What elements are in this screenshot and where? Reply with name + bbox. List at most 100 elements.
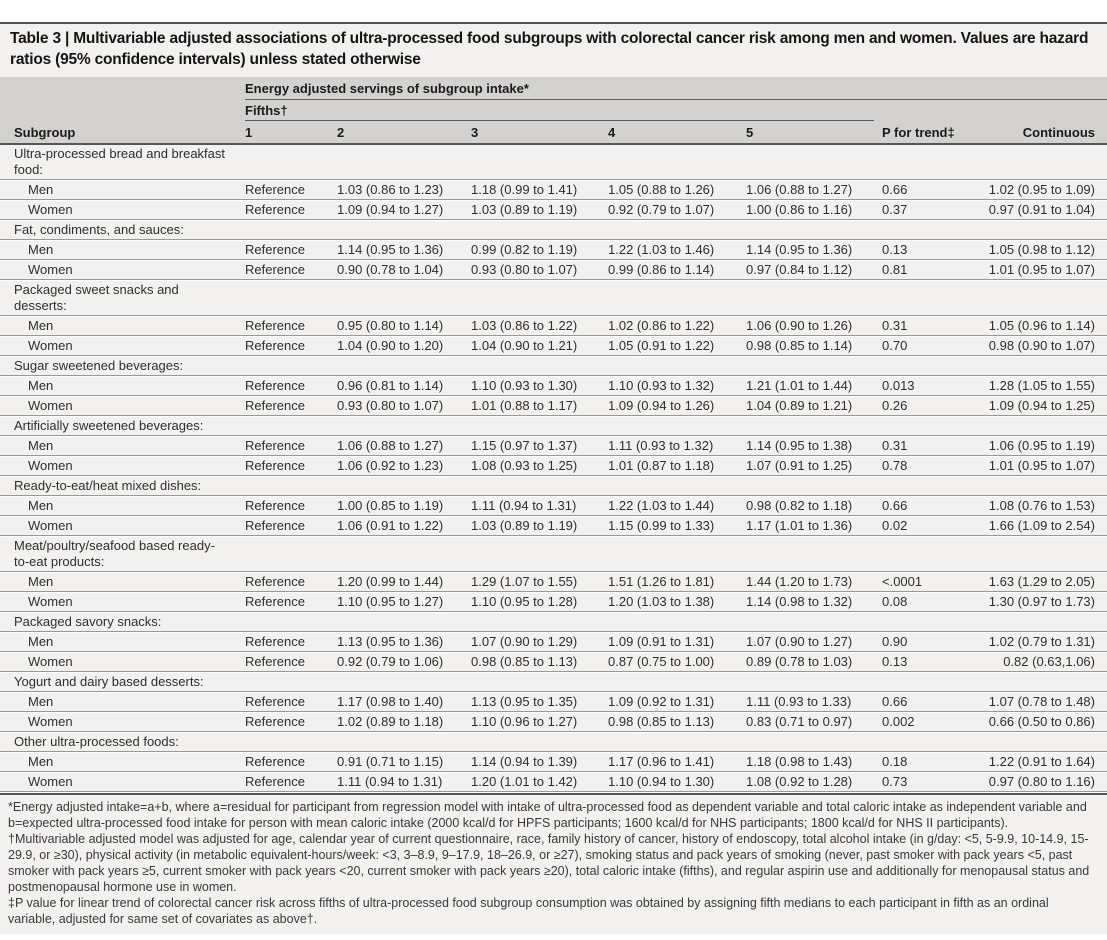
- cell-fifth-3: 0.99 (0.82 to 1.19): [471, 242, 578, 257]
- section-name: Packaged sweet snacks and desserts:: [14, 282, 179, 313]
- row-label: Women: [28, 594, 73, 609]
- footnote: ‡P value for linear trend of colorectal …: [8, 896, 1049, 926]
- header-row-fifths: Fifths†: [0, 100, 1107, 121]
- cell-continuous: 0.98 (0.90 to 1.07): [988, 338, 1095, 353]
- cell-fifth-3: 1.29 (1.07 to 1.55): [471, 574, 578, 589]
- cell-fifth-4: 1.51 (1.26 to 1.81): [608, 574, 715, 589]
- table-row: Women Reference 0.90 (0.78 to 1.04) 0.93…: [0, 261, 1107, 280]
- cell-continuous: 0.66 (0.50 to 0.86): [988, 714, 1095, 729]
- table-body: Ultra-processed bread and breakfast food…: [0, 145, 1107, 792]
- header-energy-adjusted-span: Energy adjusted servings of subgroup int…: [245, 77, 1107, 100]
- cell-fifth-2: 1.17 (0.98 to 1.40): [337, 694, 444, 709]
- cell-fifth-3: 1.10 (0.96 to 1.27): [471, 714, 578, 729]
- cell-fifth-4: 1.01 (0.87 to 1.18): [608, 458, 715, 473]
- table-section: Meat/poultry/seafood based ready- to-eat…: [0, 537, 1107, 612]
- cell-fifth-5: 1.11 (0.93 to 1.33): [746, 694, 852, 709]
- row-label: Women: [28, 458, 73, 473]
- cell-fifth-1: Reference: [245, 774, 305, 789]
- cell-p-for-trend: 0.26: [882, 398, 908, 413]
- header-empty-cell: [0, 77, 245, 100]
- cell-fifth-2: 1.06 (0.88 to 1.27): [337, 438, 444, 453]
- cell-fifth-2: 1.00 (0.85 to 1.19): [337, 498, 444, 513]
- cell-continuous: 1.22 (0.91 to 1.64): [988, 754, 1095, 769]
- cell-fifth-2: 0.96 (0.81 to 1.14): [337, 378, 444, 393]
- section-name: Meat/poultry/seafood based ready- to-eat…: [14, 538, 215, 569]
- cell-fifth-1: Reference: [245, 654, 305, 669]
- cell-continuous: 0.97 (0.91 to 1.04): [988, 202, 1095, 217]
- cell-continuous: 1.63 (1.29 to 2.05): [988, 574, 1095, 589]
- cell-continuous: 1.09 (0.94 to 1.25): [988, 398, 1095, 413]
- cell-continuous: 1.07 (0.78 to 1.48): [988, 694, 1095, 709]
- section-header-row: Other ultra-processed foods:: [0, 733, 1107, 752]
- section-name: Other ultra-processed foods:: [14, 734, 179, 749]
- table-row: Men Reference 1.20 (0.99 to 1.44) 1.29 (…: [0, 573, 1107, 592]
- cell-fifth-4: 1.17 (0.96 to 1.41): [608, 754, 715, 769]
- cell-continuous: 1.08 (0.76 to 1.53): [988, 498, 1095, 513]
- table-row: Women Reference 0.92 (0.79 to 1.06) 0.98…: [0, 653, 1107, 672]
- cell-p-for-trend: 0.002: [882, 714, 915, 729]
- table-section: Artificially sweetened beverages: Men Re…: [0, 417, 1107, 476]
- cell-p-for-trend: 0.31: [882, 318, 908, 333]
- footnote: †Multivariable adjusted model was adjust…: [8, 832, 1090, 894]
- cell-fifth-1: Reference: [245, 438, 305, 453]
- cell-fifth-1: Reference: [245, 574, 305, 589]
- cell-fifth-2: 1.20 (0.99 to 1.44): [337, 574, 444, 589]
- cell-fifth-3: 1.03 (0.89 to 1.19): [471, 518, 578, 533]
- row-label: Women: [28, 774, 73, 789]
- section-header-row: Artificially sweetened beverages:: [0, 417, 1107, 436]
- cell-p-for-trend: 0.73: [882, 774, 908, 789]
- table-row: Men Reference 1.03 (0.86 to 1.23) 1.18 (…: [0, 181, 1107, 200]
- row-label: Women: [28, 338, 73, 353]
- table-row: Men Reference 0.91 (0.71 to 1.15) 1.14 (…: [0, 753, 1107, 772]
- cell-fifth-5: 1.07 (0.91 to 1.25): [746, 458, 853, 473]
- cell-fifth-3: 1.15 (0.97 to 1.37): [471, 438, 578, 453]
- cell-fifth-1: Reference: [245, 262, 305, 277]
- cell-fifth-5: 1.17 (1.01 to 1.36): [746, 518, 853, 533]
- cell-fifth-4: 1.15 (0.99 to 1.33): [608, 518, 715, 533]
- section-name: Yogurt and dairy based desserts:: [14, 674, 204, 689]
- row-label: Women: [28, 202, 73, 217]
- cell-continuous: 1.66 (1.09 to 2.54): [988, 518, 1095, 533]
- cell-fifth-5: 1.14 (0.95 to 1.36): [746, 242, 853, 257]
- section-name: Ultra-processed bread and breakfast food…: [14, 146, 226, 177]
- section-name: Fat, condiments, and sauces:: [14, 222, 184, 237]
- section-name: Sugar sweetened beverages:: [14, 358, 184, 373]
- cell-continuous: 1.30 (0.97 to 1.73): [988, 594, 1095, 609]
- cell-fifth-3: 1.01 (0.88 to 1.17): [471, 398, 578, 413]
- cell-fifth-5: 1.18 (0.98 to 1.43): [746, 754, 853, 769]
- column-header-fifth-1: 1: [245, 124, 253, 140]
- table-row: Men Reference 1.17 (0.98 to 1.40) 1.13 (…: [0, 693, 1107, 712]
- table-row: Women Reference 1.02 (0.89 to 1.18) 1.10…: [0, 713, 1107, 732]
- cell-fifth-4: 0.99 (0.86 to 1.14): [608, 262, 715, 277]
- table-section: Sugar sweetened beverages: Men Reference…: [0, 357, 1107, 416]
- cell-fifth-2: 1.06 (0.91 to 1.22): [337, 518, 444, 533]
- cell-fifth-4: 1.05 (0.88 to 1.26): [608, 182, 715, 197]
- cell-fifth-3: 1.18 (0.99 to 1.41): [471, 182, 578, 197]
- cell-p-for-trend: 0.13: [882, 654, 908, 669]
- cell-p-for-trend: 0.02: [882, 518, 908, 533]
- cell-fifth-3: 1.04 (0.90 to 1.21): [471, 338, 578, 353]
- row-label: Men: [28, 318, 54, 333]
- row-label: Women: [28, 654, 73, 669]
- cell-fifth-3: 1.10 (0.95 to 1.28): [471, 594, 578, 609]
- header-row-span: Energy adjusted servings of subgroup int…: [0, 77, 1107, 100]
- cell-p-for-trend: <.0001: [882, 574, 923, 589]
- cell-fifth-1: Reference: [245, 594, 305, 609]
- cell-fifth-2: 0.91 (0.71 to 1.15): [337, 754, 444, 769]
- section-name: Artificially sweetened beverages:: [14, 418, 204, 433]
- cell-fifth-1: Reference: [245, 694, 305, 709]
- cell-fifth-2: 1.02 (0.89 to 1.18): [337, 714, 444, 729]
- table-section: Yogurt and dairy based desserts: Men Ref…: [0, 673, 1107, 732]
- cell-fifth-1: Reference: [245, 242, 305, 257]
- cell-fifth-3: 1.07 (0.90 to 1.29): [471, 634, 578, 649]
- cell-fifth-2: 0.93 (0.80 to 1.07): [337, 398, 444, 413]
- table-section: Packaged savory snacks: Men Reference 1.…: [0, 613, 1107, 672]
- row-label: Men: [28, 378, 54, 393]
- table-row: Women Reference 1.06 (0.92 to 1.23) 1.08…: [0, 457, 1107, 476]
- cell-p-for-trend: 0.013: [882, 378, 915, 393]
- cell-fifth-1: Reference: [245, 202, 305, 217]
- cell-fifth-5: 0.98 (0.85 to 1.14): [746, 338, 853, 353]
- cell-fifth-2: 1.03 (0.86 to 1.23): [337, 182, 444, 197]
- cell-fifth-4: 1.11 (0.93 to 1.32): [608, 438, 714, 453]
- cell-fifth-5: 1.14 (0.95 to 1.38): [746, 438, 853, 453]
